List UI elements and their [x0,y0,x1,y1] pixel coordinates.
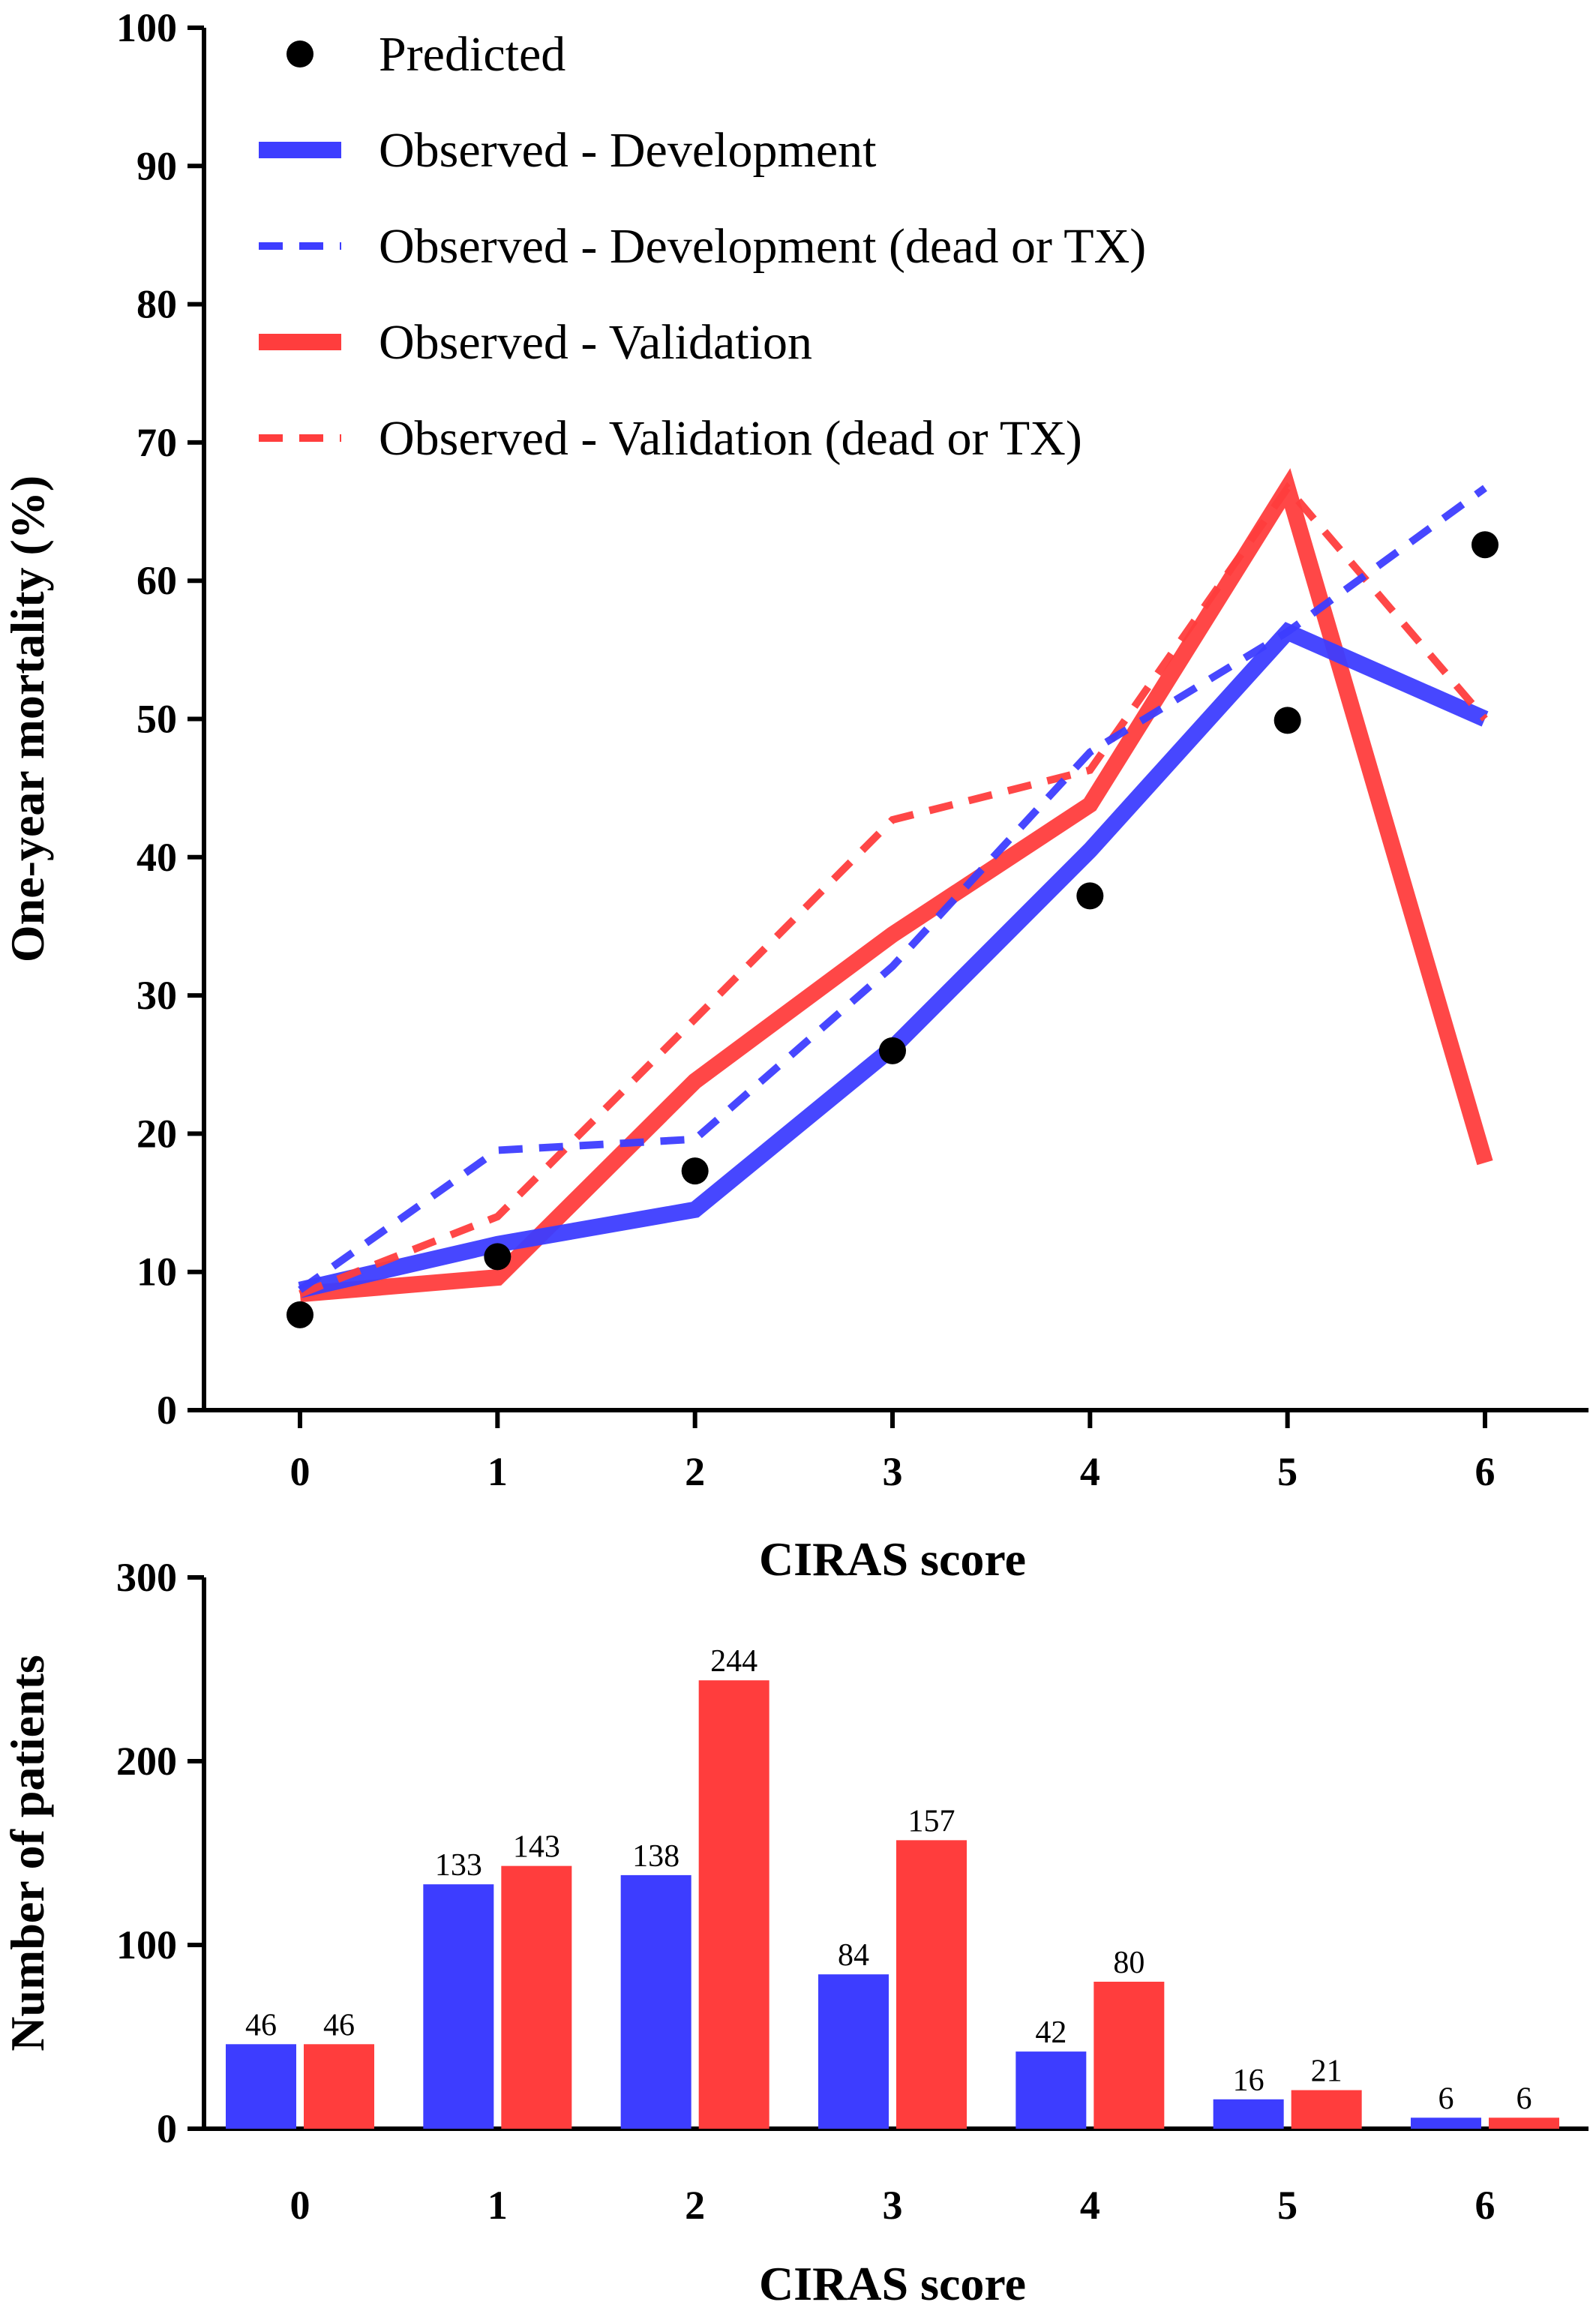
y-tick-label: 200 [116,1739,177,1784]
y-tick-label: 40 [136,835,177,880]
y-tick-label: 100 [116,1922,177,1967]
x-tick-label: 2 [685,1449,705,1494]
x-tick-label: 6 [1475,2183,1496,2228]
legend-label: Observed - Validation [379,315,812,370]
x-tick-label: 0 [290,1449,310,1494]
bar [501,1865,572,2129]
predicted-point [681,1157,709,1185]
bar [620,1874,692,2129]
y-tick-label: 70 [136,420,177,465]
bar-value-label: 6 [1438,2081,1454,2116]
y-tick-label: 300 [116,1555,177,1600]
bar-value-label: 6 [1516,2081,1532,2116]
y-tick-label: 10 [136,1250,177,1295]
bar [1094,1982,1165,2129]
bar-value-label: 42 [1035,2015,1066,2050]
bar-value-label: 138 [632,1839,680,1874]
legend-label: Predicted [379,27,566,82]
y-tick-label: 60 [136,558,177,603]
predicted-point [1274,707,1301,734]
bar [423,1884,494,2129]
x-tick-label: 3 [883,2183,903,2228]
x-tick-label: 3 [883,1449,903,1494]
mortality-line-chart: 0 10 20 30 40 50 60 70 80 90 100 0 1 2 3 4 5 6 CIRAS score… [1,5,1588,1586]
x-tick-label: 1 [488,2183,508,2228]
legend-label: Observed - Validation (dead or TX) [379,411,1082,466]
x-axis-title: CIRAS score [759,1532,1026,1586]
x-tick-label: 4 [1080,2183,1100,2228]
y-axis-title: One-year mortality (%) [1,476,54,962]
bar-value-label: 157 [908,1804,956,1838]
bar [1016,2051,1087,2129]
x-tick-label: 0 [290,2183,310,2228]
predicted-point [286,1301,314,1328]
series-line [299,468,1493,1303]
x-tick-label: 5 [1277,1449,1298,1494]
series-line [298,485,1487,1293]
predicted-point [1472,531,1498,559]
bar-value-label: 16 [1233,2063,1264,2098]
bar-value-label: 46 [323,2008,355,2042]
y-tick-label: 0 [157,2106,177,2151]
x-tick-label: 2 [685,2183,705,2228]
bar [896,1840,967,2129]
bar-value-label: 21 [1311,2054,1342,2089]
patients-bar-chart: 0 100 200 300 0 1 2 3 4 5 6 46 133 138 84 42 16 6 46 143 244… [1,1555,1588,2310]
predicted-point [484,1243,512,1271]
legend-label: Observed - Development (dead or TX) [379,219,1146,274]
bar-value-label: 84 [838,1938,869,1973]
bar-value-label: 80 [1113,1946,1144,1980]
y-tick-label: 0 [157,1388,177,1433]
y-tick-label: 20 [136,1111,177,1156]
y-tick-label: 90 [136,143,177,188]
predicted-point [879,1037,906,1064]
y-tick-label: 30 [136,973,177,1018]
bar [1489,2117,1559,2129]
x-tick-label: 5 [1277,2183,1298,2228]
bar [1411,2117,1481,2129]
legend-label: Observed - Development [379,123,876,178]
bar-value-label: 133 [435,1848,482,1883]
y-tick-label: 100 [116,5,177,50]
y-tick-label: 50 [136,697,177,742]
predicted-point [1076,882,1104,910]
bar-value-label: 244 [710,1644,758,1679]
y-axis-title: Number of patients [1,1655,54,2051]
series-line [298,482,1488,1298]
bar [1291,2090,1362,2129]
legend-marker [286,41,314,68]
bar [698,1680,770,2129]
x-tick-label: 6 [1475,1449,1496,1494]
y-tick-label: 80 [136,282,177,327]
bar [818,1974,889,2129]
bar-value-label: 143 [513,1830,560,1865]
bar [226,2044,296,2129]
bar [304,2044,374,2129]
x-tick-label: 1 [488,1449,508,1494]
x-axis-title: CIRAS score [759,2257,1026,2310]
bar-value-label: 46 [245,2008,277,2042]
bar [1213,2099,1284,2129]
x-tick-label: 4 [1080,1449,1100,1494]
